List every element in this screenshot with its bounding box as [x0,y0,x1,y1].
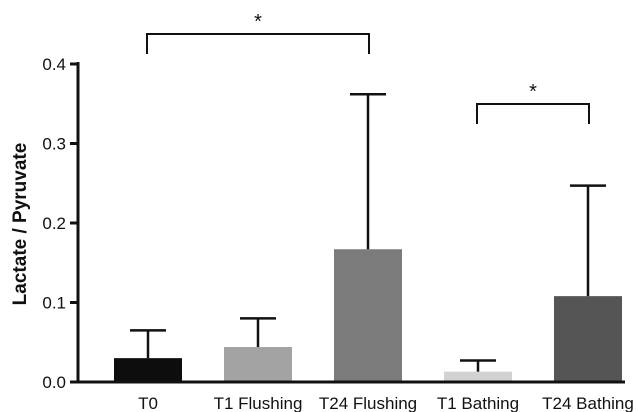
x-tick-label: T1 Bathing [437,394,519,412]
y-tick-label: 0.2 [42,214,66,233]
y-axis-title: Lactate / Pyruvate [10,143,31,306]
axes-layer: T0 T1 Flushing T24 Flushing T1 Bathing T24 B… [42,55,633,412]
y-tick-label: 0.4 [42,55,66,74]
significance-bracket [476,103,590,124]
bar [444,371,512,382]
bar [554,296,622,382]
significance-label: * [254,11,262,33]
bar [224,347,292,382]
error-bars-layer [130,92,606,372]
y-tick-label: 0.3 [42,135,66,154]
y-tick-label: 0.1 [42,294,66,313]
bars-layer [114,249,622,382]
bar [114,358,182,382]
x-tick-label: T1 Flushing [214,394,303,412]
y-tick-label: 0.0 [42,373,66,392]
x-tick-label: T24 Flushing [319,394,417,412]
significance-layer: ** [146,11,590,124]
x-tick-label: T24 Bathing [542,394,634,412]
significance-bracket [146,33,370,54]
significance-label: * [529,81,537,103]
x-tick-label: T0 [138,394,158,412]
bar [334,249,402,382]
